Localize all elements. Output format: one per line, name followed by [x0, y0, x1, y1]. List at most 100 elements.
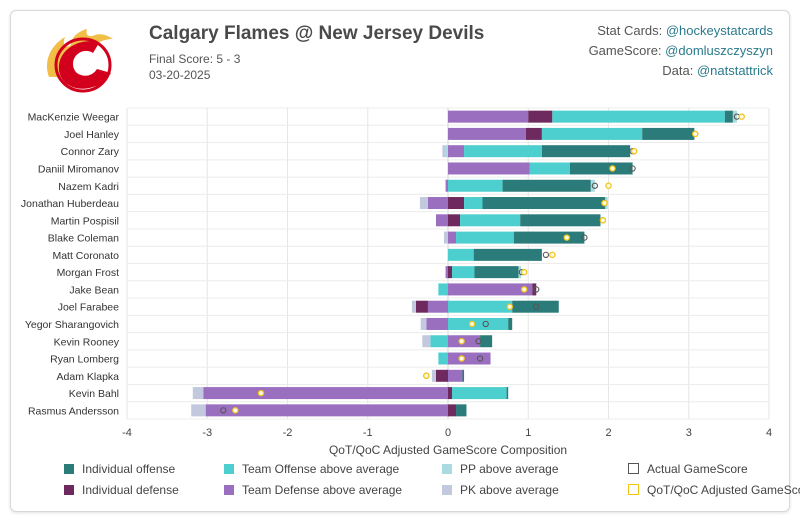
player-row: Jake Bean — [69, 283, 540, 296]
player-name: Adam Klapka — [57, 371, 120, 383]
bar-individual-defense — [448, 266, 453, 279]
player-row: Blake Coleman — [48, 231, 588, 245]
actual-gamescore-marker — [220, 407, 227, 414]
legend-label: Team Offense above average — [242, 462, 400, 476]
bar-pp — [518, 266, 522, 279]
bar-individual-defense — [448, 197, 465, 210]
bar-individual-offense — [474, 266, 519, 279]
player-name: Joel Hanley — [64, 129, 120, 141]
legend-item-adjusted-marker: QoT/QoC Adjusted GameScore — [628, 483, 800, 497]
bar-team-defense — [448, 231, 457, 244]
player-row: Ryan Lomberg — [50, 352, 491, 366]
legend-label: Individual offense — [82, 462, 176, 476]
adjusted-gamescore-marker — [601, 199, 608, 207]
player-name: Joel Farabee — [58, 302, 119, 314]
legend-label: Team Defense above average — [242, 483, 403, 497]
player-name: Blake Coleman — [48, 233, 119, 245]
player-row: Rasmus Andersson — [28, 404, 467, 417]
adjusted-gamescore-marker — [563, 234, 571, 241]
credit-label: Stat Cards: — [597, 23, 666, 38]
actual-gamescore-marker — [475, 338, 482, 345]
gamescore-chart: -4 -3 -2 -1 0 1 2 3 4 QoT/QoC Adjusted GameScore … — [21, 107, 772, 457]
legend-item-pk: PK above average — [442, 483, 559, 497]
credit-gamescore: GameScore: @domluszczyszyn — [589, 43, 773, 58]
player-name: Jonathan Huberdeau — [21, 198, 119, 210]
bar-team-defense — [448, 110, 529, 123]
bar-pk — [191, 404, 206, 417]
player-row: Matt Coronato — [52, 248, 556, 262]
legend-swatch — [628, 463, 639, 474]
player-row: Jonathan Huberdeau — [21, 197, 608, 210]
bar-team-defense — [427, 197, 448, 210]
legend-label: PK above average — [460, 483, 559, 497]
x-tick-label: -2 — [283, 427, 293, 439]
x-tick-label: -1 — [363, 427, 373, 439]
player-row: Adam Klapka — [57, 369, 465, 383]
bar-team-defense — [448, 145, 465, 158]
bar-individual-offense — [480, 335, 493, 348]
adjusted-gamescore-marker — [506, 303, 514, 310]
legend-swatch — [442, 485, 452, 495]
bar-individual-offense — [508, 317, 513, 330]
adjusted-gamescore-marker — [458, 355, 465, 362]
bar-pk — [192, 387, 204, 400]
bar-team-offense — [464, 145, 542, 158]
adjusted-gamescore-marker — [458, 337, 465, 345]
legend-swatch — [64, 485, 74, 495]
bar-individual-offense — [462, 369, 465, 382]
bar-team-defense — [205, 404, 448, 417]
bar-team-defense — [427, 300, 448, 313]
actual-gamescore-marker — [482, 320, 489, 328]
bar-team-offense — [456, 231, 514, 244]
adjusted-gamescore-marker — [605, 182, 612, 189]
legend-swatch — [64, 464, 74, 474]
bar-pk — [422, 335, 431, 348]
player-row: Connor Zary — [61, 145, 638, 158]
credit-data: Data: @natstattrick — [662, 63, 773, 78]
bar-team-offense — [448, 317, 509, 330]
game-date: 03-20-2025 — [149, 68, 211, 82]
bar-team-offense — [529, 162, 570, 175]
player-row: Morgan Frost — [57, 266, 528, 279]
bar-team-defense — [448, 369, 463, 382]
credit-handle[interactable]: @hockeystatcards — [665, 23, 773, 38]
bar-individual-offense — [502, 179, 591, 192]
bar-pp — [590, 179, 595, 192]
x-axis-label: QoT/QoC Adjusted GameScore Composition — [329, 443, 567, 457]
player-name: Yegor Sharangovich — [25, 319, 119, 331]
credit-handle[interactable]: @natstattrick — [696, 63, 773, 78]
player-name: Nazem Kadri — [58, 181, 119, 193]
adjusted-gamescore-marker — [691, 130, 699, 138]
bar-team-offense — [552, 110, 725, 123]
bar-individual-offense — [541, 145, 631, 158]
bar-team-offense — [430, 335, 448, 348]
legend-item-pp: PP above average — [442, 462, 559, 476]
bar-individual-offense — [456, 404, 467, 417]
actual-gamescore-marker — [542, 251, 550, 259]
page-title: Calgary Flames @ New Jersey Devils — [149, 23, 485, 44]
player-name: Rasmus Andersson — [28, 405, 119, 417]
bar-pk — [419, 197, 428, 210]
bar-team-defense — [445, 179, 448, 192]
player-name: MacKenzie Weegar — [28, 112, 120, 124]
player-row: Martin Pospisil — [51, 214, 607, 227]
logo-c-rim — [54, 37, 112, 93]
bar-individual-defense — [532, 283, 537, 296]
legend-swatch — [628, 484, 639, 495]
x-tick-label: 3 — [686, 427, 692, 439]
bar-team-offense — [438, 283, 448, 296]
legend-label: PP above average — [460, 462, 559, 476]
bar-team-offense — [448, 179, 503, 192]
credit-label: GameScore: — [588, 43, 666, 58]
bar-team-defense — [448, 162, 530, 175]
player-row: MacKenzie Weegar — [28, 110, 745, 124]
bar-individual-offense — [512, 300, 559, 313]
player-row: Joel Farabee — [58, 300, 559, 314]
bar-team-defense — [448, 283, 533, 296]
legend-label: QoT/QoC Adjusted GameScore — [647, 483, 800, 497]
final-score: Final Score: 5 - 3 — [149, 52, 241, 66]
player-name: Martin Pospisil — [51, 215, 119, 227]
credit-handle[interactable]: @domluszczyszyn — [665, 43, 773, 58]
adjusted-gamescore-marker — [599, 217, 607, 224]
x-tick-label: 0 — [445, 427, 451, 439]
